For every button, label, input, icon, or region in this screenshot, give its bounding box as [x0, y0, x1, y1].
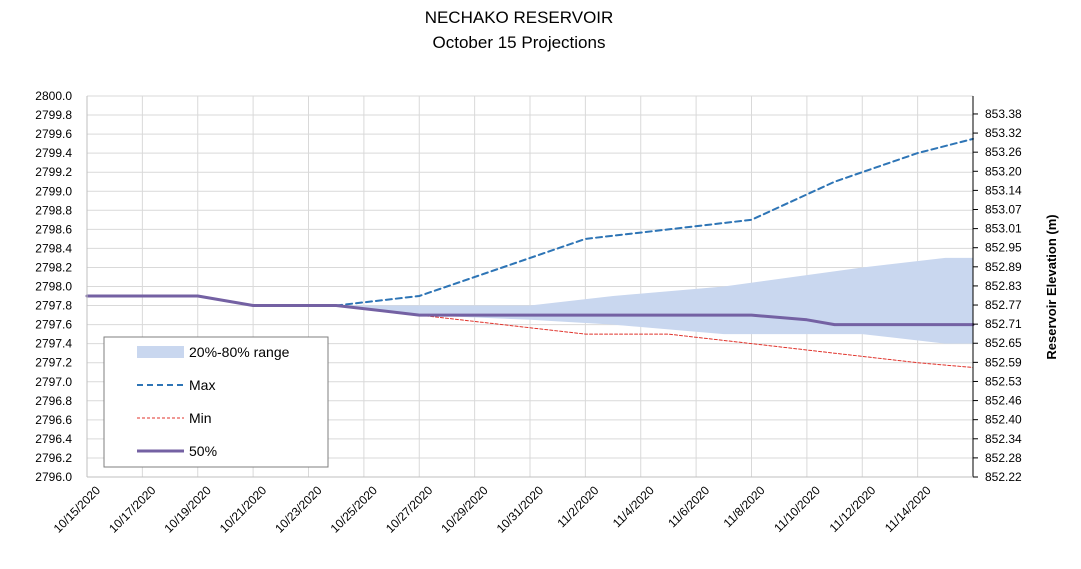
y-tick-label: 2797.6 — [35, 318, 72, 332]
series-line-50 — [85, 294, 975, 327]
legend: 20%-80% range Max Min 50% — [103, 336, 329, 468]
x-tick-label: 10/15/2020 — [51, 483, 104, 536]
y-tick-label: 2799.6 — [35, 127, 72, 141]
y-tick-label: 2798.8 — [35, 203, 72, 217]
y2-tick-label: 852.83 — [985, 279, 1022, 293]
x-tick-label: 10/27/2020 — [383, 483, 436, 536]
y-tick-label: 2797.2 — [35, 356, 72, 370]
y-tick-label: 2798.2 — [35, 260, 72, 274]
y-tick-label: 2796.4 — [35, 432, 72, 446]
x-tick-label: 11/14/2020 — [882, 483, 934, 535]
legend-label: Max — [189, 377, 215, 393]
y2-tick-label: 852.71 — [985, 317, 1022, 331]
y-tick-label: 2799.0 — [35, 184, 72, 198]
chart-subtitle: October 15 Projections — [432, 33, 606, 52]
x-tick-label: 11/6/2020 — [665, 483, 712, 530]
x-tick-label: 11/8/2020 — [721, 483, 768, 530]
legend-swatch — [137, 346, 184, 358]
y-tick-label: 2799.4 — [35, 146, 72, 160]
x-tick-label: 10/23/2020 — [272, 483, 325, 536]
y-tick-label: 2799.2 — [35, 165, 72, 179]
x-tick-label: 10/25/2020 — [328, 483, 381, 536]
x-tick-label: 11/2/2020 — [554, 483, 601, 530]
y-tick-label: 2798.4 — [35, 241, 72, 255]
y2-tick-label: 852.77 — [985, 298, 1022, 312]
y2-tick-label: 853.07 — [985, 202, 1022, 216]
y-tick-label: 2796.2 — [35, 451, 72, 465]
x-tick-label: 11/4/2020 — [610, 483, 657, 530]
y2-tick-label: 852.53 — [985, 374, 1022, 388]
x-tick-label: 11/12/2020 — [827, 483, 879, 535]
y2-tick-label: 853.01 — [985, 222, 1022, 236]
y-tick-label: 2797.4 — [35, 337, 72, 351]
y-tick-label: 2800.0 — [35, 89, 72, 103]
y2-tick-label: 852.46 — [985, 394, 1022, 408]
x-tick-label: 10/31/2020 — [494, 483, 547, 536]
y2-tick-label: 852.95 — [985, 241, 1022, 255]
y2-tick-label: 853.38 — [985, 107, 1022, 121]
y-tick-label: 2796.6 — [35, 413, 72, 427]
x-tick-label: 10/17/2020 — [106, 483, 159, 536]
y-tick-label: 2796.0 — [35, 470, 72, 484]
y2-tick-label: 852.59 — [985, 355, 1022, 369]
plot-series — [85, 137, 975, 368]
legend-label: Min — [189, 410, 212, 426]
y2-tick-label: 853.20 — [985, 164, 1022, 178]
y-tick-label: 2798.0 — [35, 280, 72, 294]
x-tick-label: 10/21/2020 — [217, 483, 270, 536]
x-tick-label: 10/19/2020 — [162, 483, 215, 536]
y-tick-label: 2797.0 — [35, 375, 72, 389]
legend-label: 20%-80% range — [189, 344, 290, 360]
y-tick-label: 2799.8 — [35, 108, 72, 122]
y2-tick-label: 852.89 — [985, 260, 1022, 274]
y-tick-label: 2797.8 — [35, 299, 72, 313]
legend-box — [103, 336, 329, 468]
y2-tick-label: 853.26 — [985, 145, 1022, 159]
y2-tick-label: 852.34 — [985, 432, 1022, 446]
y-tick-label: 2798.6 — [35, 222, 72, 236]
chart-title: NECHAKO RESERVOIR — [424, 8, 614, 27]
y2-tick-label: 853.32 — [985, 126, 1022, 140]
range-band-20-80 — [336, 257, 973, 344]
x-tick-label: 11/10/2020 — [771, 483, 823, 535]
y2-tick-label: 852.40 — [985, 413, 1022, 427]
y2-tick-label: 852.22 — [985, 470, 1022, 484]
legend-label: 50% — [189, 443, 217, 459]
y2-axis-title: Reservoir Elevation (m) — [1044, 214, 1059, 359]
y-tick-label: 2796.8 — [35, 394, 72, 408]
y2-tick-label: 852.65 — [985, 336, 1022, 350]
y2-tick-label: 852.28 — [985, 451, 1022, 465]
y2-tick-label: 853.14 — [985, 183, 1022, 197]
series-line-max — [86, 137, 974, 307]
x-tick-label: 10/29/2020 — [438, 483, 491, 536]
